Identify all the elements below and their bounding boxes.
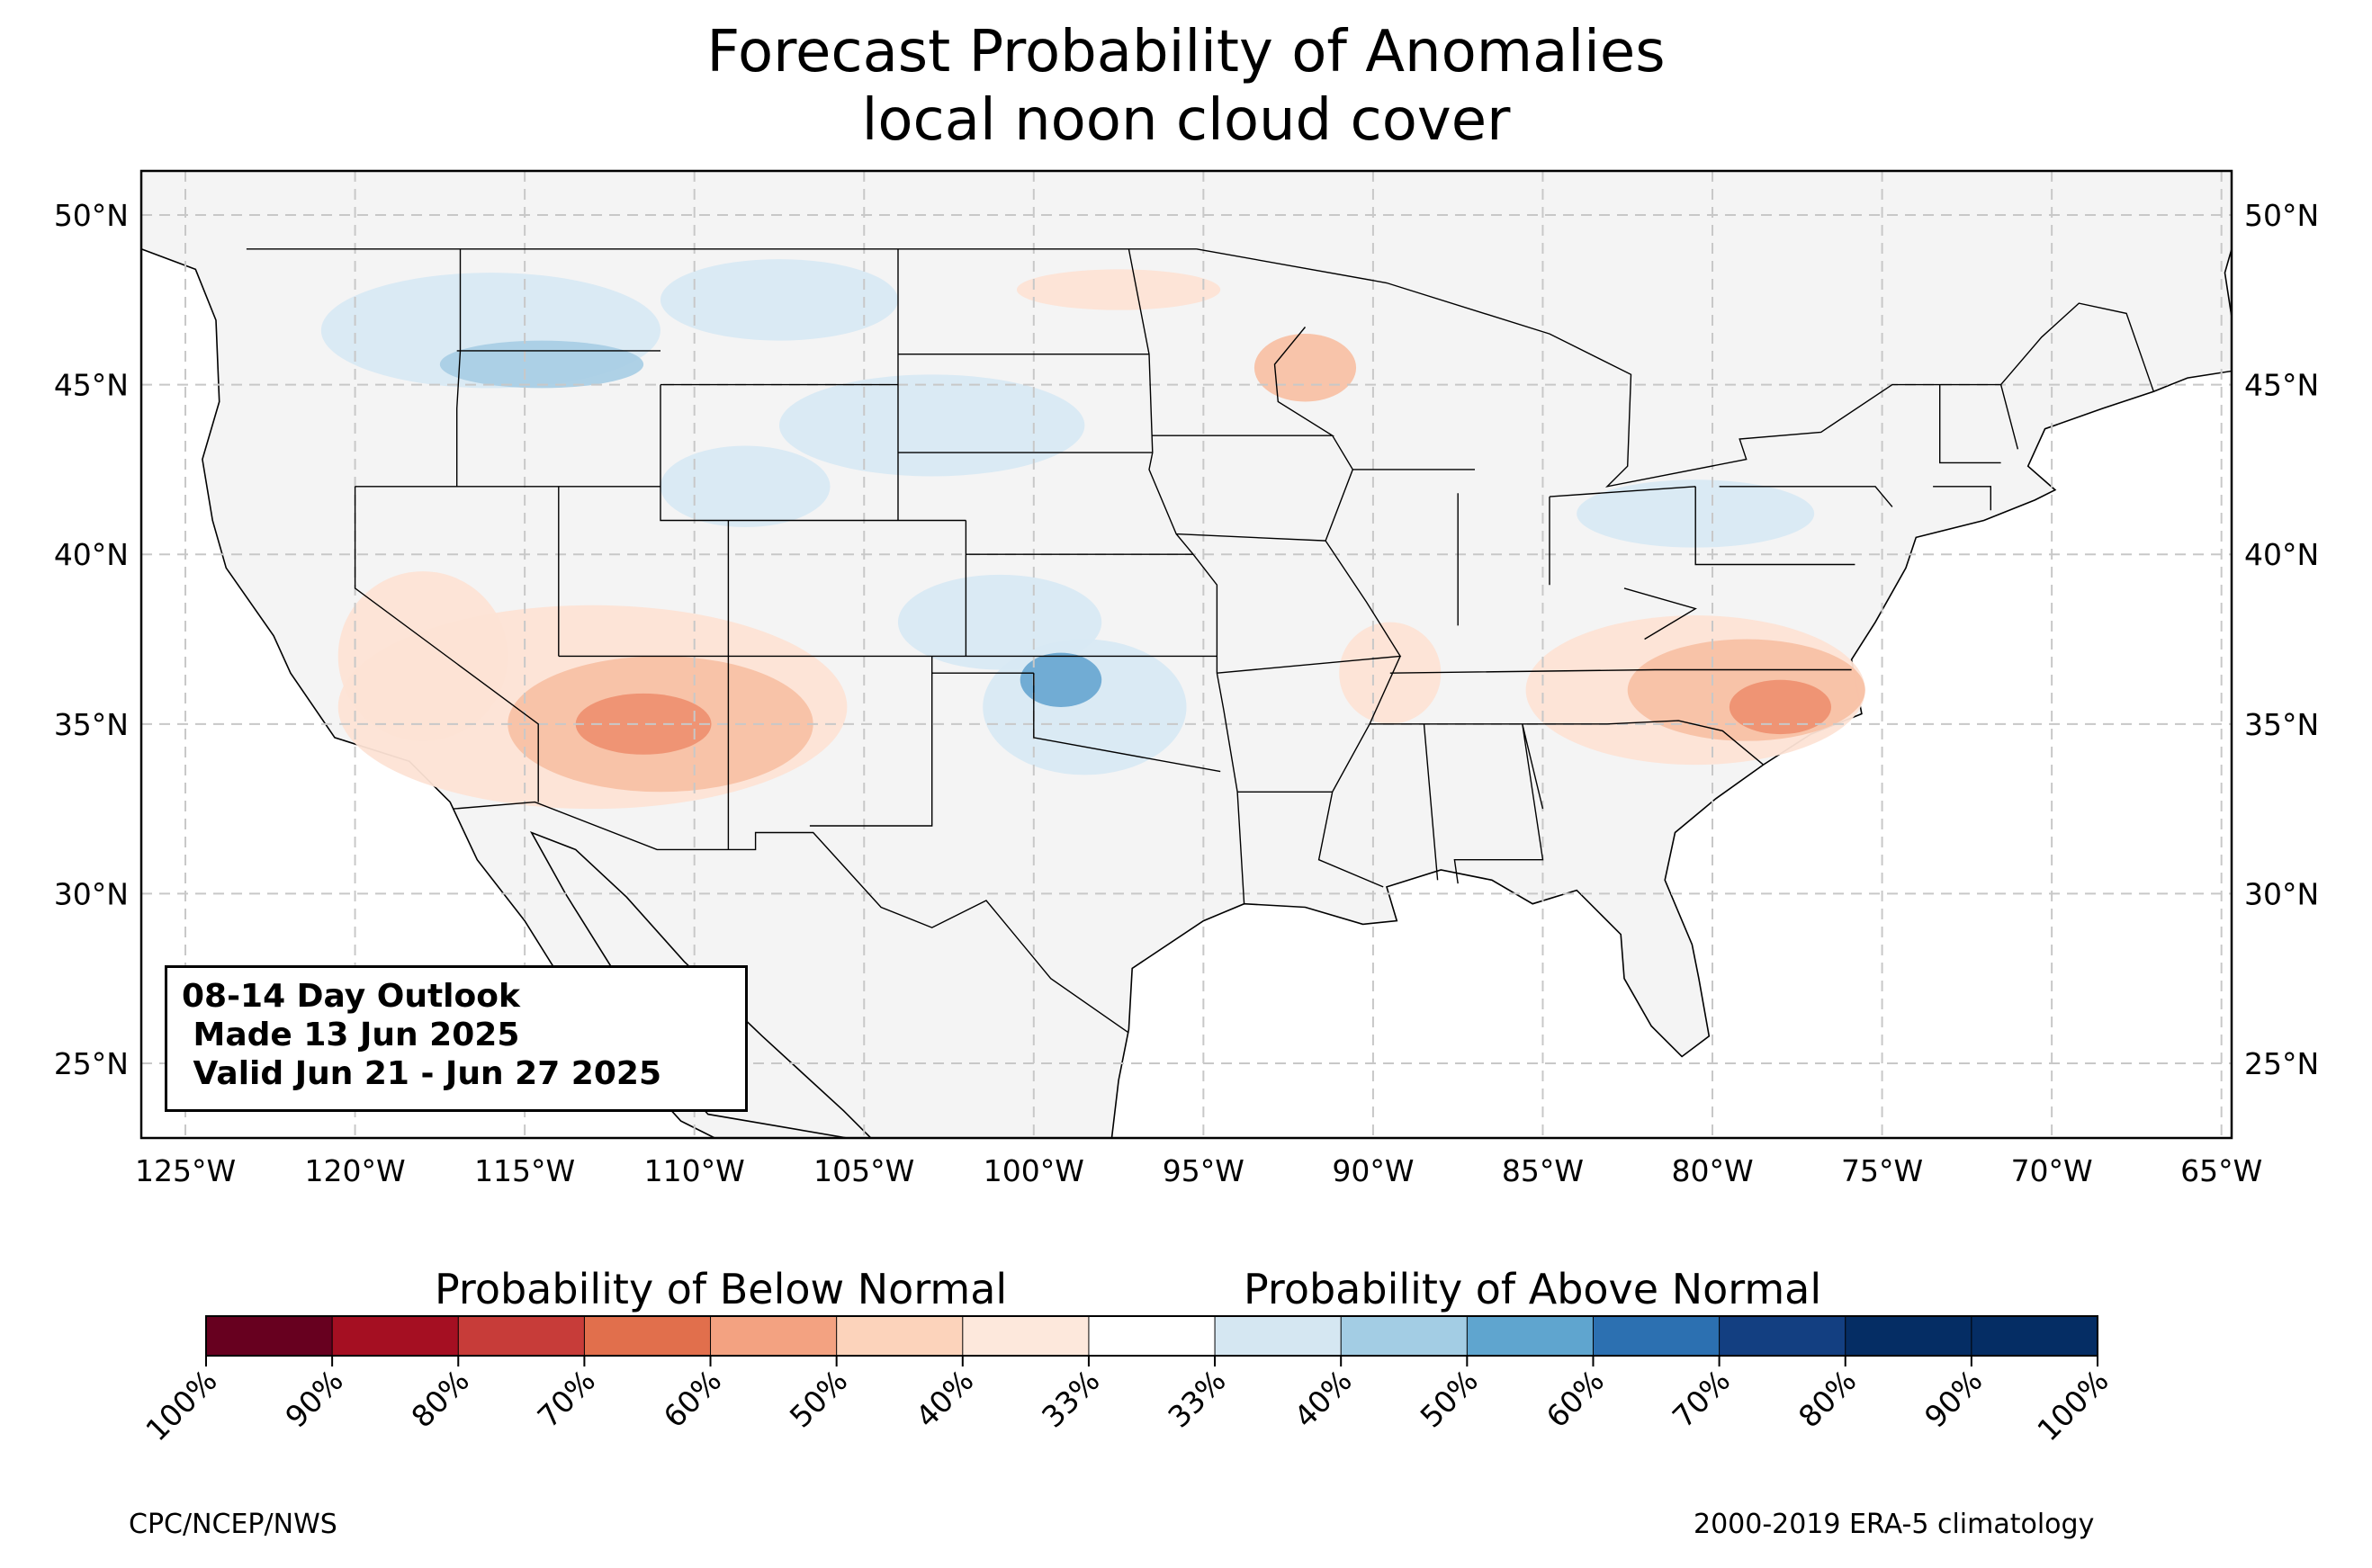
colorbar-below-label: Probability of Below Normal bbox=[435, 1265, 1008, 1313]
latitude-tick-label-left: 45°N bbox=[54, 368, 129, 403]
above-normal-region bbox=[1020, 652, 1102, 707]
below-normal-region bbox=[337, 571, 508, 741]
above-normal-region bbox=[660, 259, 898, 341]
below-normal-region bbox=[1016, 269, 1221, 310]
above-normal-region bbox=[439, 340, 644, 389]
below-normal-region bbox=[1253, 334, 1357, 402]
latitude-tick-label-right: 45°N bbox=[2244, 368, 2319, 403]
latitude-tick-label-left: 50°N bbox=[54, 198, 129, 233]
latitude-tick-label-right: 25°N bbox=[2244, 1046, 2319, 1081]
latitude-tick-label-left: 40°N bbox=[54, 537, 129, 572]
longitude-tick-label: 90°W bbox=[1332, 1153, 1414, 1188]
longitude-tick-label: 125°W bbox=[135, 1153, 236, 1188]
latitude-tick-label-left: 25°N bbox=[54, 1046, 129, 1081]
longitude-tick-label: 105°W bbox=[813, 1153, 914, 1188]
chart-title-line1: Forecast Probability of Anomalies bbox=[706, 19, 1666, 85]
latitude-tick-label-right: 40°N bbox=[2244, 537, 2319, 572]
below-normal-region bbox=[1729, 679, 1832, 735]
longitude-labels: 125°W 120°W 115°W 110°W 105°W 100°W 95°W 90°W 85… bbox=[135, 1153, 2262, 1188]
longitude-tick-label: 75°W bbox=[1841, 1153, 1923, 1188]
latitude-labels: 50°N 50°N 45°N 45°N 40°N 40°N 35°N 35°N 30°N 30°N… bbox=[54, 198, 2319, 1081]
outlook-made-date: Made 13 Jun 2025 bbox=[182, 1017, 520, 1053]
outlook-info-box: 08-14 Day Outlook Made 13 Jun 2025 Valid… bbox=[165, 965, 748, 1112]
footer-source: CPC/NCEP/NWS bbox=[129, 1509, 337, 1540]
state-borders bbox=[246, 248, 2154, 1034]
outlook-period: 08-14 Day Outlook bbox=[182, 978, 520, 1015]
above-normal-region bbox=[778, 374, 1085, 477]
longitude-tick-label: 115°W bbox=[474, 1153, 575, 1188]
chart-title-line2: local noon cloud cover bbox=[861, 87, 1511, 154]
land-outline bbox=[141, 171, 2232, 1138]
latitude-tick-label-left: 30°N bbox=[54, 876, 129, 911]
below-normal-region bbox=[1339, 622, 1442, 724]
longitude-tick-label: 65°W bbox=[2180, 1153, 2262, 1188]
latitude-tick-label-right: 50°N bbox=[2244, 198, 2319, 233]
latitude-tick-label-left: 35°N bbox=[54, 707, 129, 742]
longitude-tick-label: 70°W bbox=[2011, 1153, 2093, 1188]
footer-climatology: 2000-2019 ERA-5 climatology bbox=[1694, 1509, 2095, 1540]
below-normal-region bbox=[575, 693, 712, 755]
longitude-tick-label: 80°W bbox=[1671, 1153, 1753, 1188]
outlook-valid-range: Valid Jun 21 - Jun 27 2025 bbox=[182, 1055, 662, 1092]
above-normal-region bbox=[660, 445, 831, 528]
latitude-tick-label-right: 30°N bbox=[2244, 876, 2319, 911]
above-normal-region bbox=[897, 574, 1102, 670]
colorbar-above-label: Probability of Above Normal bbox=[1244, 1265, 1822, 1313]
longitude-tick-label: 110°W bbox=[644, 1153, 745, 1188]
longitude-tick-label: 120°W bbox=[305, 1153, 406, 1188]
map-frame bbox=[139, 169, 2233, 1140]
latitude-tick-label-right: 35°N bbox=[2244, 707, 2319, 742]
longitude-tick-label: 95°W bbox=[1163, 1153, 1244, 1188]
longitude-tick-label: 100°W bbox=[984, 1153, 1084, 1188]
anomaly-regions bbox=[320, 259, 1865, 810]
longitude-tick-label: 85°W bbox=[1502, 1153, 1584, 1188]
